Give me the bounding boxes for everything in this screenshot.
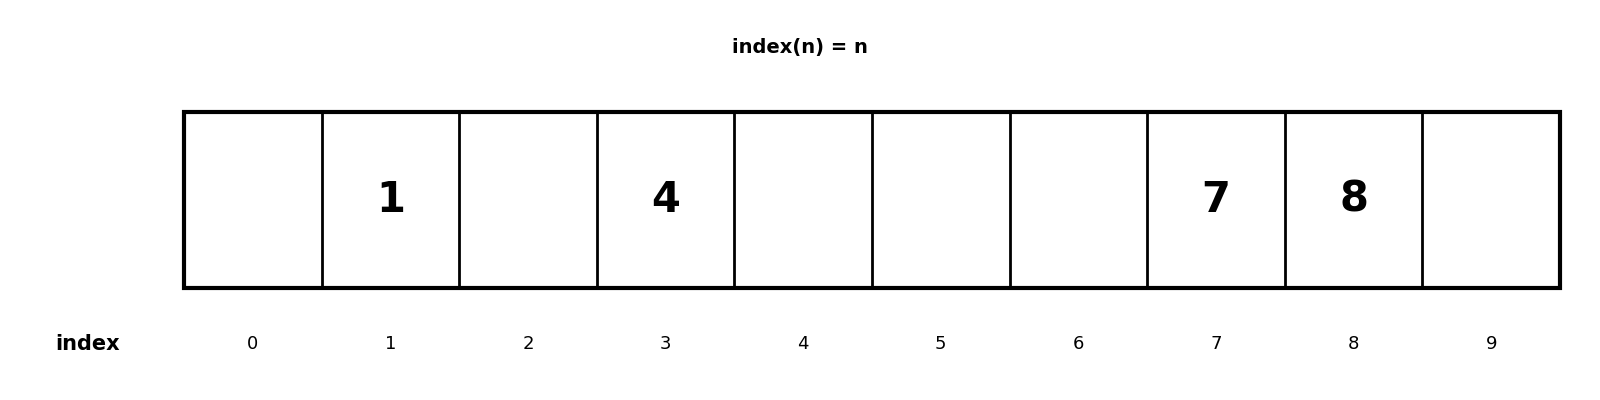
Text: 1: 1 bbox=[376, 179, 405, 221]
Text: 4: 4 bbox=[797, 335, 810, 353]
Bar bbox=[184, 112, 1560, 288]
Text: 5: 5 bbox=[934, 335, 947, 353]
Text: index(n) = n: index(n) = n bbox=[733, 38, 867, 58]
Text: 4: 4 bbox=[651, 179, 680, 221]
Text: index: index bbox=[56, 334, 120, 354]
Text: 8: 8 bbox=[1347, 335, 1360, 353]
Text: 7: 7 bbox=[1210, 335, 1222, 353]
Text: 2: 2 bbox=[522, 335, 534, 353]
Text: 1: 1 bbox=[384, 335, 397, 353]
Text: 0: 0 bbox=[246, 335, 259, 353]
Text: 7: 7 bbox=[1202, 179, 1230, 221]
Text: 6: 6 bbox=[1072, 335, 1085, 353]
Text: 3: 3 bbox=[659, 335, 672, 353]
Text: 8: 8 bbox=[1339, 179, 1368, 221]
Text: 9: 9 bbox=[1485, 335, 1498, 353]
